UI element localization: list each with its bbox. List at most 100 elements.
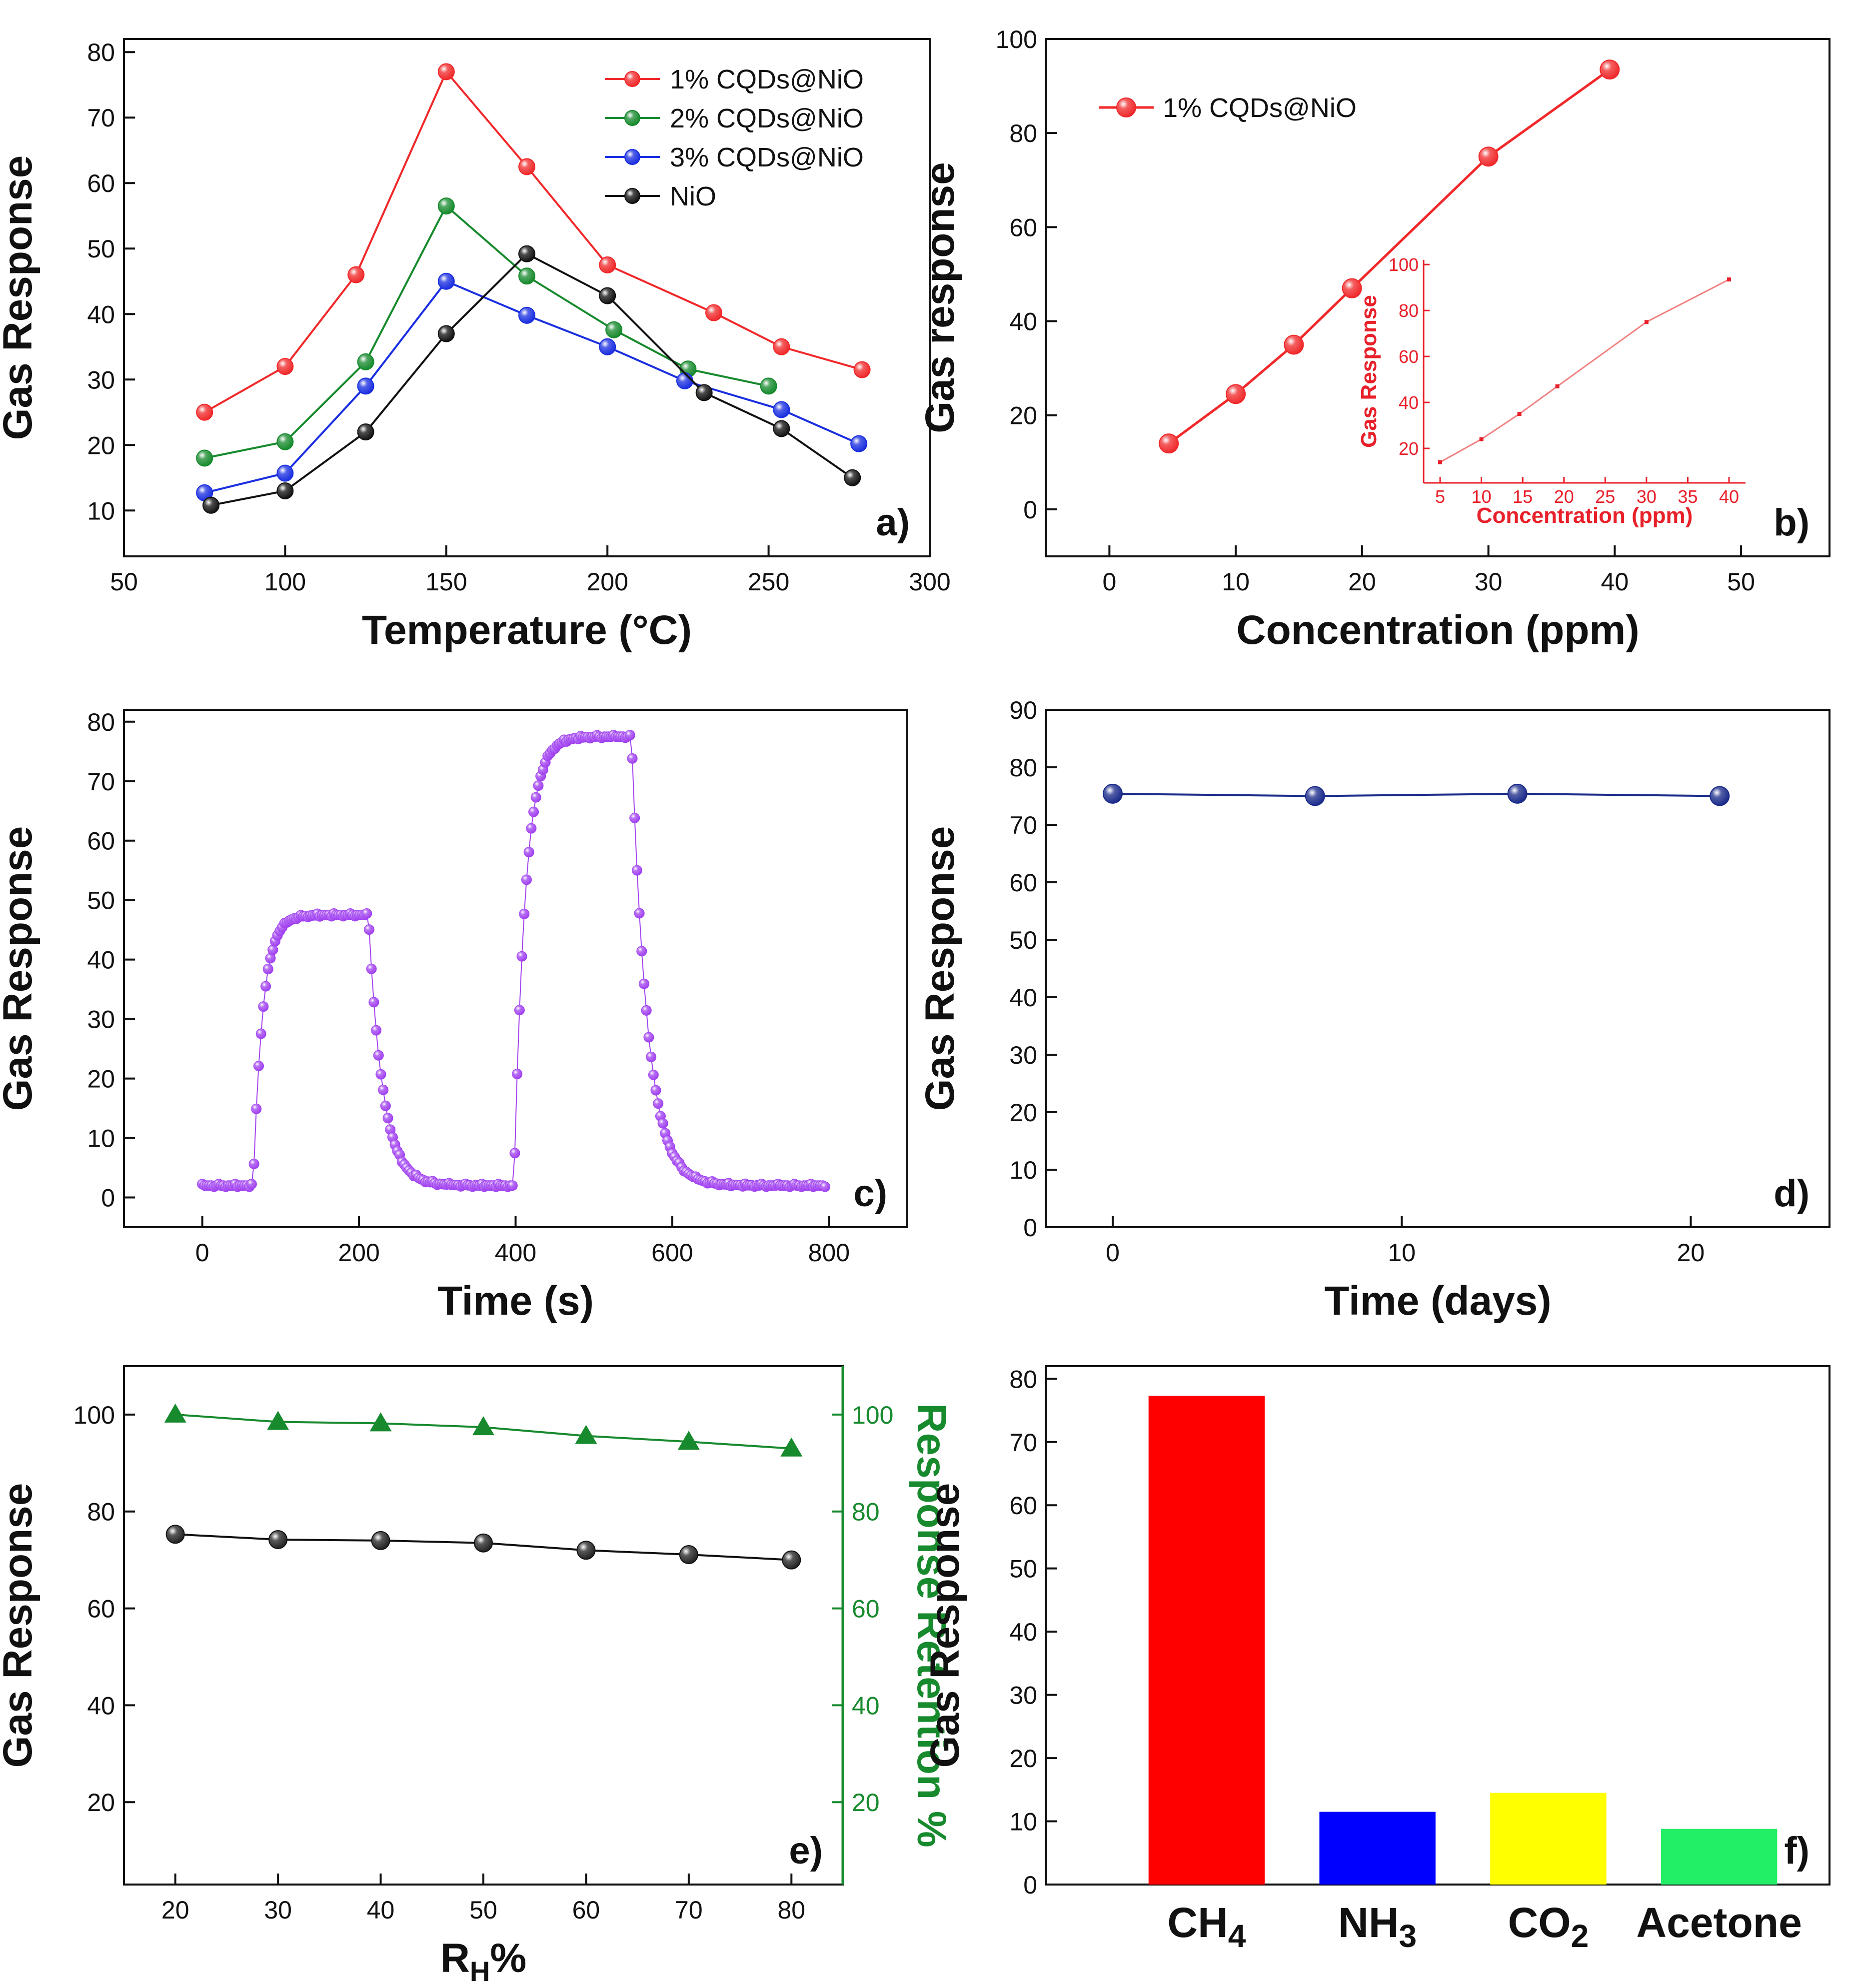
panel-e-y-axis-title: Gas Response <box>0 1483 40 1768</box>
panel-a-data-point <box>437 272 455 290</box>
panel-c-y-tick-label: 10 <box>87 1125 115 1153</box>
panel-f-plot-frame <box>1045 1365 1831 1886</box>
panel-a-data-point <box>518 267 535 285</box>
panel-c-data-point <box>641 1005 652 1016</box>
panel-e-data-point <box>371 1531 390 1550</box>
panel-c-data-point <box>657 1118 668 1129</box>
panel-e-x-tick-label: 50 <box>469 1896 497 1924</box>
panel-c-x-tick-label: 800 <box>808 1239 850 1267</box>
panel-b-legend-label: 1% CQDs@NiO <box>1163 93 1357 123</box>
panel-f-category-label-main: Acetone <box>1636 1899 1802 1946</box>
panel-a-legend-label: 3% CQDs@NiO <box>670 142 864 172</box>
panel-a: 50 100 150 200 250 300 10 20 30 40 50 60 70 80 Gas Res… <box>0 38 951 653</box>
panel-d-data-point <box>1305 786 1325 806</box>
panel-c-data-point <box>262 964 273 975</box>
panel-b-legend-marker <box>1116 97 1136 117</box>
panel-c-data-point <box>371 1025 382 1036</box>
panel-b-inset-y-tick-label: 40 <box>1399 392 1419 413</box>
panel-e-right-tick-label: 80 <box>852 1498 880 1526</box>
panel-f-y-tick-label: 70 <box>1009 1429 1037 1457</box>
panel-b-inset-y-tick-label: 80 <box>1399 300 1419 321</box>
panel-a-data-point <box>676 372 693 389</box>
panel-c-panel-label: c) <box>853 1172 887 1215</box>
panel-f-category-label-main: CH <box>1167 1899 1228 1946</box>
panel-b-x-tick-label: 30 <box>1475 568 1503 596</box>
panel-f-y-tick-label: 50 <box>1009 1555 1037 1583</box>
panel-e-right-tick-label: 60 <box>852 1595 880 1623</box>
panel-c-data-point <box>378 1084 389 1095</box>
panel-c-x-axis-title: Time (s) <box>437 1278 594 1324</box>
panel-a-y-axis-title: Gas Response <box>0 155 40 440</box>
panel-e-data-point-triangle <box>267 1411 289 1430</box>
panel-f-bar-nh3 <box>1319 1812 1436 1885</box>
panel-c-data-point <box>380 1100 391 1111</box>
panel-f-category-label-sub: 2 <box>1571 1918 1589 1954</box>
panel-d-y-tick-label: 80 <box>1009 754 1037 782</box>
panel-c-data-point <box>636 946 647 957</box>
panel-a-panel-label: a) <box>876 501 910 544</box>
panel-f-bar-co2 <box>1490 1793 1607 1885</box>
panel-c-data-point <box>246 1179 257 1190</box>
panel-a-data-point <box>844 469 861 486</box>
panel-e-x-tick-label: 20 <box>161 1896 189 1924</box>
panel-d-y-tick-label: 20 <box>1009 1099 1037 1127</box>
panel-b-x-tick-label: 50 <box>1727 568 1755 596</box>
panel-f: 0 10 20 30 40 50 60 70 80 Gas Response f) CH4 NH3 CO2… <box>922 1365 1831 1954</box>
panel-a-data-point <box>276 464 294 482</box>
panel-a-y-tick-label: 50 <box>87 235 115 263</box>
panel-a-data-point <box>196 449 213 467</box>
panel-c-data-point <box>624 730 635 741</box>
panel-d-x-tick-label: 10 <box>1388 1239 1416 1267</box>
panel-f-y-tick-label: 40 <box>1009 1618 1037 1646</box>
panel-d-x-axis-title: Time (days) <box>1324 1278 1551 1324</box>
panel-d-y-tick-label: 30 <box>1009 1041 1037 1069</box>
panel-a-data-point <box>518 245 535 262</box>
panel-b-inset: 5 10 15 20 25 30 35 40 20 40 60 80 100 Gas Response Co… <box>1357 254 1746 528</box>
panel-c-y-tick-label: 60 <box>87 827 115 855</box>
panel-b-panel-label: b) <box>1774 501 1810 544</box>
panel-b-inset-x-tick-label: 10 <box>1472 486 1492 507</box>
panel-b-y-tick-label: 80 <box>1009 119 1037 147</box>
panel-b-inset-data-point <box>1517 412 1522 416</box>
panel-a-data-point <box>518 158 535 175</box>
panel-a-y-tick-label: 30 <box>87 366 115 394</box>
panel-a-data-point <box>276 482 294 499</box>
panel-a-legend-label: 1% CQDs@NiO <box>670 64 864 94</box>
panel-c-data-point <box>514 1005 525 1016</box>
panel-b: 0 10 20 30 40 50 0 20 40 60 80 100 Gas response Conce… <box>917 25 1831 653</box>
panel-c-y-tick-label: 30 <box>87 1006 115 1034</box>
panel-c-data-point <box>267 944 278 955</box>
panel-f-category-label-sub: 4 <box>1228 1918 1246 1954</box>
panel-c-data-point <box>368 997 379 1008</box>
panel-d-series-line <box>1112 792 1720 797</box>
panel-c-data-point <box>650 1085 661 1096</box>
panel-b-inset-y-title: Gas Response <box>1357 295 1381 448</box>
panel-a-data-point <box>853 361 871 378</box>
panel-b-x-tick-label: 20 <box>1348 568 1376 596</box>
panel-b-inset-data-point <box>1644 320 1649 324</box>
panel-d-y-tick-label: 10 <box>1009 1156 1037 1184</box>
panel-b-data-point <box>1284 334 1304 355</box>
panel-c-data-point <box>638 978 649 989</box>
panel-f-category-label: CO2 <box>1508 1899 1589 1954</box>
panel-b-data-point <box>1478 146 1499 167</box>
panel-a-legend-label: NiO <box>670 181 716 211</box>
panel-e-data-point <box>576 1541 596 1560</box>
panel-b-plot-frame <box>1045 38 1831 557</box>
panel-b-inset-y-tick-label: 60 <box>1399 346 1419 367</box>
panel-e-right-tick-label: 100 <box>852 1401 893 1429</box>
panel-e-y-tick-label: 100 <box>73 1401 115 1429</box>
panel-b-data-point <box>1159 433 1179 454</box>
panel-e-x-axis-title-tail: % <box>490 1936 526 1981</box>
panel-a-data-point <box>357 423 374 441</box>
panel-a-data-point <box>773 338 790 355</box>
panel-c-x-tick-label: 200 <box>338 1239 379 1267</box>
panel-d-panel-label: d) <box>1774 1172 1810 1215</box>
panel-b-inset-data-point <box>1727 277 1731 282</box>
panel-d-data-point <box>1102 783 1123 804</box>
panel-a-data-point <box>437 197 455 215</box>
panel-c-data-point <box>366 963 377 974</box>
panel-d-y-tick-label: 70 <box>1009 811 1037 839</box>
panel-c-data-point <box>519 908 530 919</box>
